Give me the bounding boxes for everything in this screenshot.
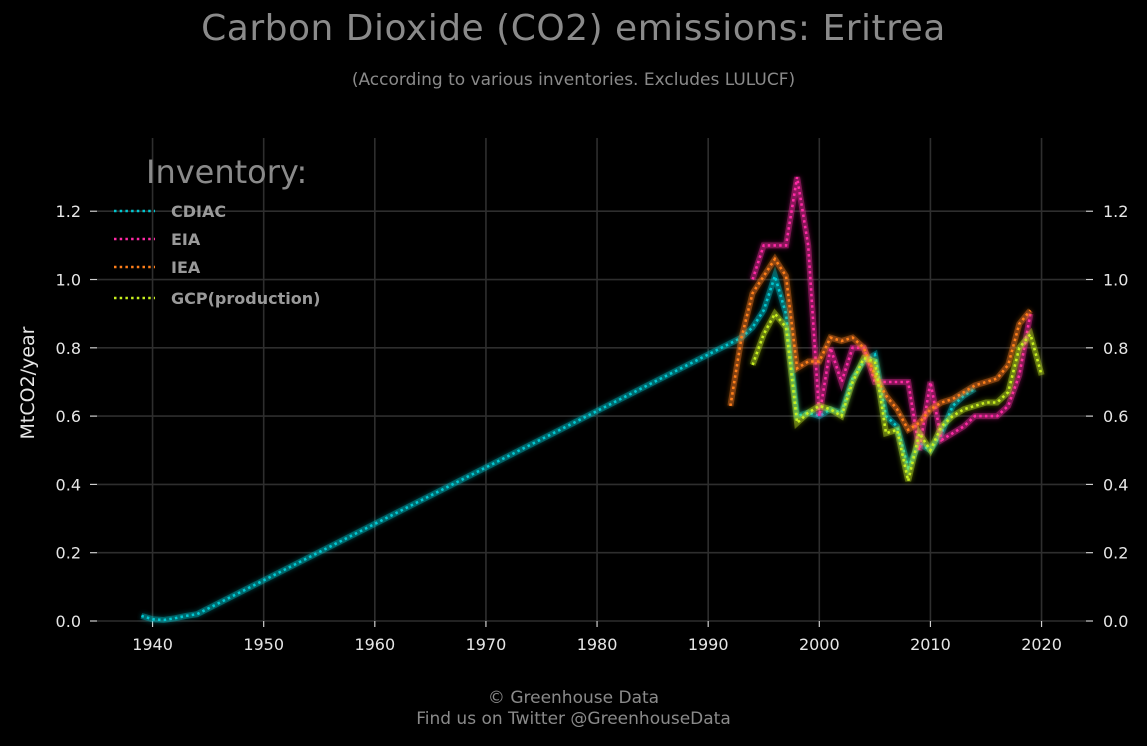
y-tick-label-left: 1.0: [56, 271, 81, 290]
footer: © Greenhouse Data Find us on Twitter @Gr…: [0, 688, 1147, 730]
axis-ticks: 1940 1950 1960 1970 1980 1990 2000 2010 2020 0.0 0…: [56, 202, 1129, 654]
y-tick-label-left: 0.6: [56, 407, 81, 426]
y-tick-label-right: 0.0: [1103, 612, 1128, 631]
footer-copyright: © Greenhouse Data: [487, 688, 660, 708]
series-line: [751, 176, 1032, 451]
series-glow: [140, 266, 977, 624]
x-tick-label: 2020: [1021, 635, 1062, 654]
y-tick-label-left: 0.4: [56, 475, 81, 494]
legend-label: IEA: [171, 258, 201, 277]
y-tick-label-right: 0.2: [1103, 544, 1128, 563]
series-gcp-production-: [749, 308, 1045, 482]
x-tick-label: 1950: [243, 635, 284, 654]
y-tick-label-right: 0.6: [1103, 407, 1128, 426]
series-line: [751, 311, 1043, 482]
legend-label: CDIAC: [171, 202, 226, 221]
chart-title: Carbon Dioxide (CO2) emissions: Eritrea: [201, 8, 946, 49]
legend-label: GCP(production): [171, 289, 320, 308]
y-tick-label-right: 1.0: [1103, 271, 1128, 290]
series-lines: [140, 176, 1045, 624]
chart-subtitle: (According to various inventories. Exclu…: [351, 70, 796, 90]
y-tick-label-left: 1.2: [56, 202, 81, 221]
legend: Inventory: CDIAC EIA IEA GCP(production): [114, 153, 320, 308]
x-tick-label: 1990: [688, 635, 729, 654]
y-tick-label-left: 0.8: [56, 339, 81, 358]
series-eia: [749, 176, 1034, 451]
x-tick-label: 1940: [132, 635, 173, 654]
y-tick-label-right: 0.8: [1103, 339, 1128, 358]
x-tick-label: 2010: [910, 635, 951, 654]
x-tick-label: 1980: [577, 635, 618, 654]
y-tick-label-right: 1.2: [1103, 202, 1128, 221]
series-cdiac: [140, 266, 977, 624]
y-axis-label: MtCO2/year: [17, 326, 39, 439]
footer-twitter: Find us on Twitter @GreenhouseData: [416, 709, 731, 729]
y-tick-label-left: 0.2: [56, 544, 81, 563]
x-tick-label: 1960: [354, 635, 395, 654]
series-line: [141, 271, 976, 622]
y-tick-label-right: 0.4: [1103, 475, 1128, 494]
y-tick-label-left: 0.0: [56, 612, 81, 631]
legend-title: Inventory:: [146, 153, 307, 191]
x-tick-label: 1970: [466, 635, 507, 654]
grid-lines: [97, 138, 1086, 622]
legend-label: EIA: [171, 230, 201, 249]
x-tick-label: 2000: [799, 635, 840, 654]
